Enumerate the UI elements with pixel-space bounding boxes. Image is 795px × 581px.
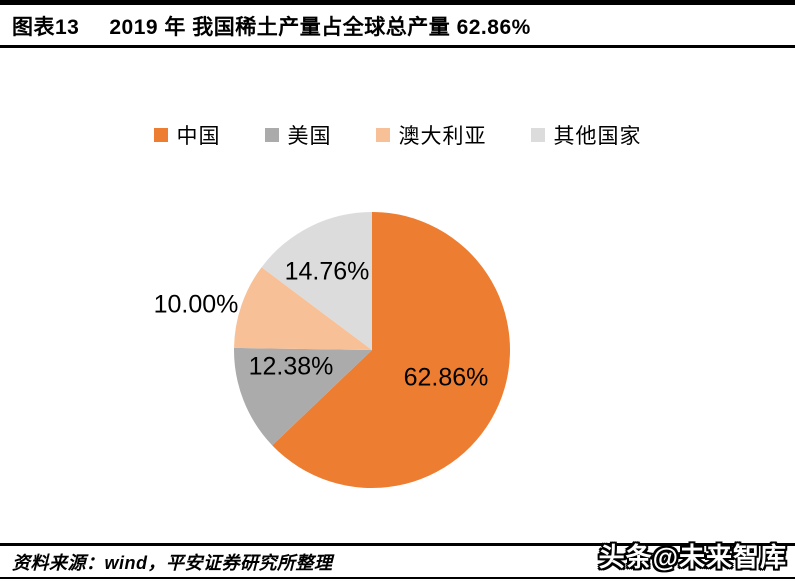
figure-title-row: 图表13 2019 年 我国稀土产量占全球总产量 62.86% [12,11,531,41]
watermark-text: 头条@未来智库 [598,542,787,572]
legend-item-china: 中国 [153,120,221,150]
chart-legend: 中国 美国 澳大利亚 其他国家 [0,120,795,150]
pie-slice-中国 [272,211,511,489]
legend-item-others: 其他国家 [530,120,642,150]
legend-swatch-china [153,128,168,142]
footer-divider-bottom [0,577,795,579]
legend-label-usa: 美国 [287,125,332,148]
source-note: 资料来源：wind，平安证券研究所整理 [12,553,333,573]
pie-slice-澳大利亚 [234,267,372,350]
pie-label-china: 62.86% [403,363,489,392]
legend-label-china: 中国 [176,125,221,148]
pie-chart [233,211,511,489]
legend-label-australia: 澳大利亚 [398,125,487,148]
pie-slice-美国 [233,347,372,446]
legend-item-usa: 美国 [264,120,332,150]
title-divider [0,45,795,48]
legend-label-others: 其他国家 [553,125,642,148]
figure-number: 图表13 [12,16,80,39]
legend-swatch-usa [264,128,279,142]
page-title: 2019 年 我国稀土产量占全球总产量 62.86% [109,16,531,39]
footer-divider-top [0,543,795,546]
top-divider [0,0,795,5]
legend-swatch-others [530,128,545,142]
pie-label-usa: 12.38% [248,352,334,381]
legend-item-australia: 澳大利亚 [375,120,487,150]
pie-label-australia: 10.00% [153,290,239,319]
legend-swatch-australia [375,128,390,142]
pie-slice-其他国家 [261,211,372,350]
pie-label-others: 14.76% [284,257,370,286]
